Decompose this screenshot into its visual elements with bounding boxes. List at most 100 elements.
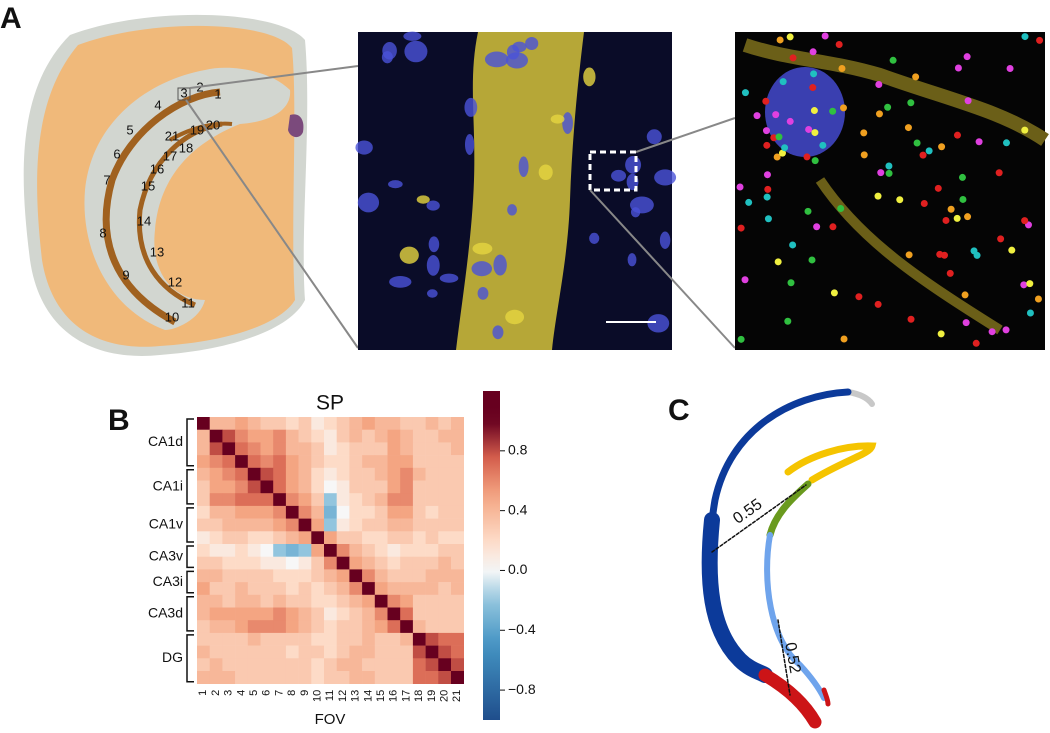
heat-cell bbox=[400, 518, 414, 532]
heat-cell bbox=[349, 442, 363, 456]
cell-soma bbox=[765, 67, 845, 157]
heat-cell bbox=[298, 429, 312, 443]
heat-cell bbox=[425, 505, 439, 519]
heat-cell bbox=[349, 645, 363, 659]
heat-cell bbox=[324, 455, 337, 469]
heat-cell bbox=[298, 671, 312, 684]
heat-cell bbox=[260, 505, 274, 519]
heat-cell bbox=[222, 645, 236, 659]
x-tick-label: 11 bbox=[324, 690, 336, 701]
x-tick-label: 9 bbox=[299, 690, 311, 696]
heat-cell bbox=[425, 582, 439, 596]
rna-spot bbox=[874, 300, 882, 308]
heat-cell bbox=[400, 556, 414, 570]
heat-cell bbox=[400, 505, 414, 519]
heat-cell bbox=[311, 582, 325, 596]
rna-spot bbox=[860, 129, 868, 137]
nucleus bbox=[505, 309, 525, 325]
heat-cell bbox=[400, 658, 414, 672]
row-group-label: CA1i bbox=[153, 478, 183, 494]
x-tick-label: 12 bbox=[337, 690, 349, 702]
heat-cell bbox=[400, 620, 414, 634]
heat-cell bbox=[222, 594, 236, 608]
rna-spot bbox=[837, 204, 845, 212]
heat-cell bbox=[374, 518, 388, 532]
heat-cell bbox=[438, 467, 452, 481]
rna-spot bbox=[745, 198, 753, 206]
nucleus bbox=[512, 41, 527, 53]
heat-cell bbox=[235, 645, 249, 659]
heat-cell bbox=[209, 480, 223, 494]
heat-cell bbox=[374, 531, 388, 545]
rna-spot bbox=[781, 144, 789, 152]
heat-cell bbox=[273, 518, 287, 532]
heat-cell bbox=[412, 518, 426, 532]
heat-cell bbox=[298, 531, 312, 545]
heat-cell bbox=[374, 645, 388, 659]
heat-cell bbox=[247, 531, 261, 545]
region-label: 19 bbox=[190, 122, 204, 137]
heat-cell bbox=[285, 632, 299, 646]
heat-cell bbox=[285, 582, 299, 596]
heat-cell bbox=[438, 671, 452, 684]
heat-cell bbox=[235, 417, 249, 430]
colorbar-tick-label: 0.4 bbox=[508, 501, 528, 517]
rna-spot bbox=[763, 141, 771, 149]
heat-cell bbox=[222, 658, 236, 672]
region-label: 12 bbox=[168, 274, 182, 289]
heat-cell bbox=[387, 455, 401, 469]
heat-cell bbox=[298, 544, 312, 557]
heat-cell bbox=[260, 645, 274, 659]
heat-cell bbox=[222, 582, 236, 596]
rna-spot bbox=[934, 184, 942, 192]
heat-cell bbox=[260, 467, 274, 481]
heat-cell bbox=[451, 594, 464, 608]
heat-cell bbox=[298, 467, 312, 481]
distance-line bbox=[777, 619, 791, 696]
rna-spot bbox=[1034, 295, 1042, 303]
rna-spot bbox=[964, 213, 972, 221]
heat-cell bbox=[273, 556, 287, 570]
region-label: 20 bbox=[206, 117, 220, 132]
rna-spot bbox=[778, 149, 786, 157]
heat-cell bbox=[349, 417, 363, 430]
heat-cell bbox=[197, 632, 210, 646]
region-label: 8 bbox=[99, 225, 106, 240]
heat-cell bbox=[298, 658, 312, 672]
rna-spot bbox=[860, 151, 868, 159]
heat-cell bbox=[374, 417, 388, 430]
heat-cell bbox=[374, 620, 388, 634]
rna-spot bbox=[1026, 280, 1034, 288]
heat-cell bbox=[209, 417, 223, 430]
heat-cell bbox=[247, 594, 261, 608]
heat-cell bbox=[412, 607, 426, 621]
rna-spot bbox=[905, 251, 913, 259]
heat-cell bbox=[324, 569, 337, 583]
x-tick-label: 20 bbox=[439, 690, 451, 702]
process bbox=[815, 177, 1003, 335]
nucleus bbox=[404, 40, 428, 63]
heat-cell bbox=[285, 505, 299, 519]
heat-cell bbox=[209, 569, 223, 583]
heat-cell bbox=[260, 480, 274, 494]
heat-cell bbox=[273, 671, 287, 684]
heat-cell bbox=[197, 594, 210, 608]
heat-cell bbox=[285, 544, 299, 557]
heat-cell bbox=[260, 569, 274, 583]
heat-cell bbox=[298, 569, 312, 583]
nucleus bbox=[654, 169, 677, 186]
colorbar-tick-label: 0.8 bbox=[508, 442, 528, 458]
rna-spot bbox=[988, 328, 996, 336]
heat-cell bbox=[273, 455, 287, 469]
heat-cell bbox=[235, 658, 249, 672]
heat-cell bbox=[247, 620, 261, 634]
heat-cell bbox=[438, 658, 452, 672]
region-label: 11 bbox=[181, 295, 195, 310]
heat-cell bbox=[387, 467, 401, 481]
rna-spot bbox=[885, 169, 893, 177]
heat-cell bbox=[374, 429, 388, 443]
region-label: 4 bbox=[154, 97, 161, 112]
nucleus bbox=[627, 253, 637, 267]
heat-cell bbox=[247, 493, 261, 507]
heat-cell bbox=[235, 607, 249, 621]
